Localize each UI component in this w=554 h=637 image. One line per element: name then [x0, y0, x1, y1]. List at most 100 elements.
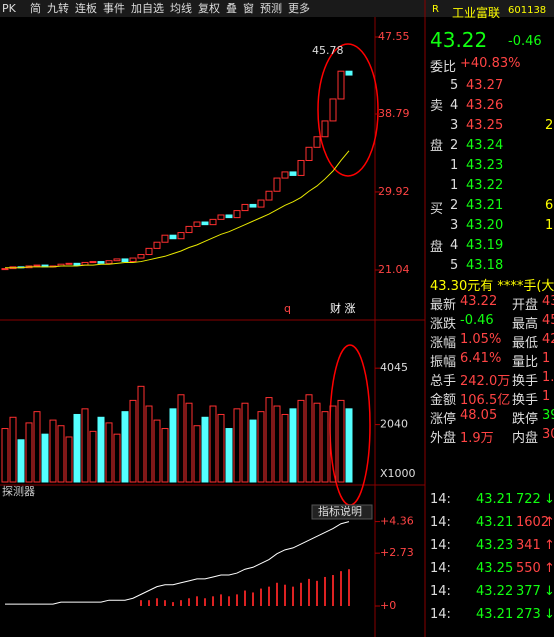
toolbar-button[interactable]: 叠: [226, 2, 237, 15]
candle: [241, 203, 249, 212]
toolbar-button[interactable]: 九转: [47, 1, 69, 15]
volume-bar: [73, 413, 81, 483]
volume-bar: [9, 416, 17, 483]
indicator-bar: [292, 586, 294, 606]
trade-volume: 550: [516, 561, 541, 576]
highlight: [317, 43, 379, 177]
volume-bar: [105, 422, 113, 483]
volume-bar: [97, 416, 105, 483]
stat-label: 涨停: [430, 412, 457, 427]
candle: [169, 234, 177, 240]
indicator-bar: [316, 580, 318, 606]
volume-bar: [273, 405, 281, 483]
volume-bar: [177, 394, 185, 483]
stat-value: 48.05: [460, 408, 498, 423]
marker: 财 涨: [330, 301, 356, 315]
toolbar-button[interactable]: 复权: [198, 1, 220, 15]
help-label[interactable]: 指标说明: [318, 504, 362, 518]
toolbar-button[interactable]: 简: [30, 1, 41, 15]
level: 5: [450, 258, 459, 273]
toolbar-button[interactable]: 加自选: [131, 2, 164, 15]
volume-bar: [257, 411, 265, 483]
candle: [249, 203, 257, 208]
volume-bar: [209, 405, 217, 483]
trade-dir: ↓: [544, 584, 554, 599]
trade-dir: ↑: [544, 561, 554, 576]
indicator-bar: [284, 584, 286, 606]
trade-dir: ↑: [544, 515, 554, 530]
stat-value: -0.46: [460, 313, 494, 328]
bid-price: 43.25: [466, 118, 504, 133]
toolbar-button[interactable]: 窗: [243, 1, 254, 15]
volume-bar: [33, 411, 41, 483]
trade-dir: ↓: [544, 492, 554, 507]
toolbar-button[interactable]: 更多: [288, 1, 310, 15]
candle: [129, 257, 137, 263]
volume-bar: [289, 408, 297, 483]
candle: [153, 241, 161, 249]
side-label: 盘: [430, 139, 444, 154]
volume-bar: [153, 419, 161, 483]
toolbar: [0, 0, 554, 17]
help-button[interactable]: [311, 504, 373, 520]
toolbar-button[interactable]: 预测: [260, 2, 282, 15]
y-tick-label: +4.36: [380, 515, 414, 528]
stat-label: 总手: [430, 374, 457, 389]
volume-bar: [345, 408, 353, 483]
toolbar-button[interactable]: PK: [2, 2, 17, 15]
ratio-label: 委比: [430, 60, 457, 75]
trade-volume: 1602: [516, 515, 550, 530]
volume-bar: [81, 408, 89, 483]
volume-bar: [185, 402, 193, 483]
volume-bar: [161, 428, 169, 483]
candle: [97, 261, 105, 264]
trade-volume: 341: [516, 538, 541, 553]
indicator-bar: [260, 588, 262, 606]
volume-bar: [281, 413, 289, 483]
trade-time: 14:: [430, 538, 451, 553]
y-tick-label: +0: [380, 599, 396, 612]
volume-bar: [201, 416, 209, 483]
bid-price: 43.23: [466, 158, 504, 173]
bid-volume: 2: [545, 118, 554, 133]
volume-bar: [57, 425, 65, 483]
candle: [201, 221, 209, 226]
indicator-bar: [220, 594, 222, 606]
candle: [113, 258, 121, 262]
toolbar-button[interactable]: 均线: [170, 1, 192, 15]
trade-volume: 722: [516, 492, 541, 507]
volume-bar: [49, 419, 57, 483]
candle: [225, 214, 233, 219]
volume-bar: [169, 408, 177, 483]
y-tick-label: 2040: [380, 418, 408, 431]
y-tick-label: 38.79: [378, 107, 410, 120]
stat-label: 量比: [512, 355, 539, 370]
indicator-bar: [180, 600, 182, 606]
stat-label: 开盘: [512, 298, 539, 313]
candle: [137, 254, 145, 259]
stat-label: 振幅: [430, 355, 457, 370]
stat-value: 242.0万: [460, 374, 511, 389]
stat-value: 6.41%: [460, 351, 502, 366]
toolbar-button[interactable]: 连板: [75, 1, 97, 15]
indicator-bar: [348, 569, 350, 606]
level: 4: [450, 98, 459, 113]
stat-label: 最新: [430, 298, 457, 313]
price: 43.22: [430, 28, 488, 52]
volume-bar: [41, 433, 49, 483]
side-label: 盘: [430, 240, 444, 255]
candle: [329, 98, 337, 122]
level: 4: [450, 238, 459, 253]
stock-name: 工业富联: [452, 6, 501, 20]
indicator-bar: [236, 594, 238, 606]
indicator-bar: [204, 598, 206, 606]
volume-bar: [89, 430, 97, 483]
volume-bar: [241, 402, 249, 483]
candle: [297, 159, 305, 176]
volume-bar: [265, 397, 273, 483]
y-tick-label: 21.04: [378, 263, 410, 276]
bid-price: 43.21: [466, 198, 504, 213]
indicator-bar: [164, 600, 166, 606]
toolbar-button[interactable]: 事件: [103, 2, 125, 15]
y-tick-label: +2.73: [380, 546, 414, 559]
